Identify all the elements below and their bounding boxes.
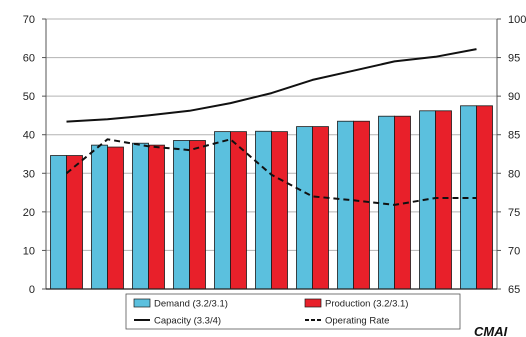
production-bar [189,140,206,290]
right-axis-ticks: 65 70 75 80 85 90 95 100 [508,14,526,296]
production-bar [148,144,165,290]
right-tick-label: 80 [508,168,520,180]
demand-bar [255,130,272,290]
production-bar [66,155,83,290]
left-tick-label: 60 [23,53,35,65]
right-tick-label: 95 [508,53,520,65]
left-tick-label: 30 [23,168,35,180]
legend-swatch [133,298,151,308]
right-tick-label: 85 [508,130,520,142]
left-tick-label: 20 [23,207,35,219]
left-tick-label: 50 [23,91,35,103]
brand-logo-text: CMAI [474,324,508,337]
operating-rate-line [65,138,477,206]
legend-label: Production (3.2/3.1) [325,299,408,310]
demand-bar [378,115,395,290]
production-bar [353,120,370,290]
axes [42,18,501,290]
legend-label: Operating Rate [325,316,389,327]
demand-bar [173,140,190,290]
bars [50,105,493,290]
right-tick-label: 90 [508,91,520,103]
demand-bar [132,142,149,290]
production-bar [230,131,247,290]
legend-label: Demand (3.2/3.1) [154,299,228,310]
right-tick-label: 70 [508,245,520,257]
demand-bar [50,155,67,290]
left-tick-label: 40 [23,130,35,142]
right-tick-label: 65 [508,284,520,296]
production-bar [312,126,329,290]
demand-bar [296,126,313,290]
production-bar [271,131,288,290]
legend-label: Capacity (3.3/4) [154,316,221,327]
right-tick-label: 100 [508,14,526,26]
demand-bar [214,131,231,290]
right-tick-label: 75 [508,207,520,219]
legend-box [125,293,461,330]
legend: Demand (3.2/3.1) Production (3.2/3.1) Capa… [125,293,461,330]
production-bar [435,110,452,290]
demand-bar [91,144,108,290]
left-axis-ticks: 0 10 20 30 40 50 60 70 [23,14,35,296]
lines [65,48,477,206]
production-bar [107,146,124,290]
left-tick-label: 0 [29,284,35,296]
left-tick-label: 10 [23,245,35,257]
demand-bar [337,120,354,290]
capacity-line [66,48,477,123]
left-tick-label: 70 [23,14,35,26]
legend-swatch [304,298,322,308]
production-bar [476,105,493,290]
